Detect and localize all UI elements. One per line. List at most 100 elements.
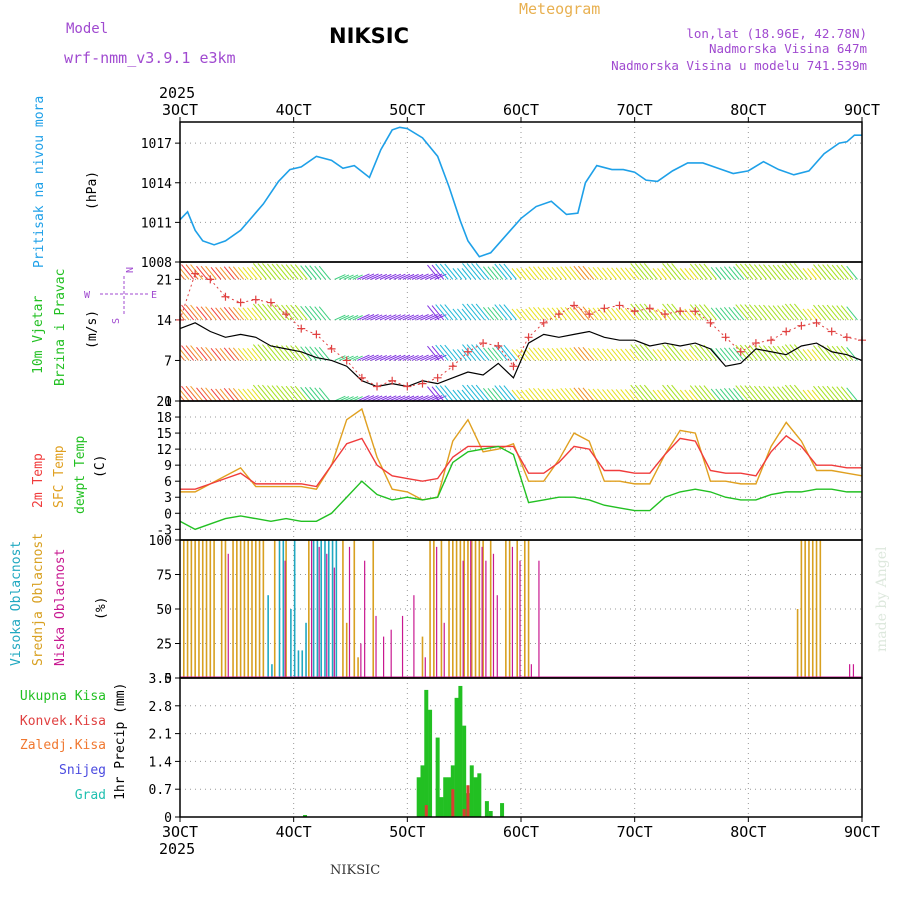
wind-barb: [492, 388, 504, 401]
precip-conv-bar: [451, 789, 455, 817]
wind-barb: [719, 348, 731, 361]
wind-barb: [602, 389, 613, 401]
wind-barb: [398, 314, 411, 321]
wind-barb: [190, 385, 204, 401]
wind-barb: [247, 348, 258, 361]
precip-total-bar: [462, 725, 467, 817]
wind-barb: [252, 303, 267, 321]
wind-barb: [475, 263, 490, 280]
wind-barb: [564, 388, 576, 401]
wind-gust-mark: [433, 373, 442, 382]
wind-barb: [205, 265, 217, 280]
wind-barb: [777, 345, 790, 361]
wind-barb: [615, 348, 626, 361]
wind-gust-mark: [570, 301, 579, 310]
wind-speed-line: [179, 322, 863, 388]
wind-barb: [252, 263, 267, 280]
precip-ytick-label: 0.7: [149, 783, 172, 798]
high-cloud-title: Visoka Oblacnost: [9, 541, 24, 666]
wind-barb: [657, 389, 667, 401]
wind-barb: [846, 306, 858, 321]
watermark: made by Angel: [874, 546, 890, 652]
wind-barb: [242, 348, 254, 361]
wind-barb: [611, 348, 622, 361]
wind-barb: [652, 308, 663, 321]
wind-barb: [475, 384, 490, 401]
wind-gust-mark: [191, 269, 200, 278]
wind-barb: [728, 388, 740, 401]
wind-barb: [257, 263, 272, 280]
wind-barb: [516, 389, 526, 401]
low-cloud-title: Niska Oblacnost: [53, 549, 68, 666]
wind-barb: [781, 386, 795, 401]
wind-barb: [444, 385, 458, 401]
wind-barb: [739, 263, 754, 280]
wind-barb: [180, 313, 185, 321]
wind-barb: [615, 389, 626, 401]
wind-barb: [516, 349, 526, 361]
wind-barb: [398, 354, 411, 361]
wind-barb: [532, 266, 545, 280]
wind-barb: [281, 264, 295, 280]
wind-barb: [196, 265, 208, 280]
temp-dew-line: [179, 445, 862, 531]
wind-barb: [739, 344, 754, 361]
wind-barb: [439, 344, 454, 361]
wind-barb: [482, 388, 495, 401]
wind-barb: [402, 395, 415, 401]
wind-barb: [352, 315, 363, 321]
wind-gust-mark: [585, 310, 594, 319]
wind-barb: [379, 314, 392, 321]
wind-barb: [444, 344, 458, 361]
wind-barb: [753, 385, 767, 401]
wind-gust-line: [179, 272, 863, 388]
wind-barb: [813, 345, 827, 361]
wind-barb: [547, 266, 558, 280]
wind-barb: [398, 273, 411, 280]
dew-title: dewpt Temp: [73, 436, 88, 514]
wind-barb: [205, 346, 217, 361]
wind-barb: [719, 266, 731, 280]
wind-barb: [444, 304, 458, 321]
wind-barb: [551, 266, 563, 280]
pressure-unit: (hPa): [85, 171, 100, 210]
wind-barb: [388, 354, 402, 361]
wind-barb: [232, 388, 245, 401]
wind-barb: [794, 344, 808, 361]
temperature-ytick-label: 12: [156, 443, 172, 458]
wind-barb: [723, 266, 736, 280]
wind-barb: [624, 389, 636, 401]
wind-barb: [487, 306, 499, 321]
wind-barb: [503, 344, 517, 361]
wind-barb: [698, 344, 713, 361]
wind-barb: [634, 344, 649, 361]
wind-barb: [666, 263, 681, 280]
wind-barb: [772, 305, 786, 321]
wind-gust-mark: [721, 333, 730, 342]
wind-barb: [689, 385, 704, 401]
wind-barb: [379, 273, 392, 280]
wind-barb: [262, 384, 276, 401]
wind-barb: [794, 303, 808, 321]
wind-barb: [846, 387, 858, 401]
wind-barb: [763, 264, 777, 280]
wind-barb: [237, 266, 249, 280]
temperature-ytick-label: 3: [164, 491, 172, 506]
wind-gust-mark: [282, 310, 291, 319]
wind-barb: [620, 308, 631, 321]
wind-barb: [252, 384, 267, 401]
wind-barb: [352, 274, 363, 280]
wind-barb: [703, 385, 717, 401]
wind-barb: [671, 303, 686, 321]
footer-station: NIKSIC: [330, 863, 380, 878]
wind-barb: [784, 303, 799, 321]
wind-barb: [671, 384, 686, 401]
wind-barb: [210, 266, 222, 280]
wind-barb: [728, 347, 740, 361]
wind-barb: [416, 273, 429, 280]
wind-barb: [661, 389, 672, 401]
wind-barb: [560, 347, 572, 361]
wind-barb: [661, 349, 672, 361]
wind-barb: [763, 304, 777, 321]
wind-barb: [739, 385, 754, 401]
